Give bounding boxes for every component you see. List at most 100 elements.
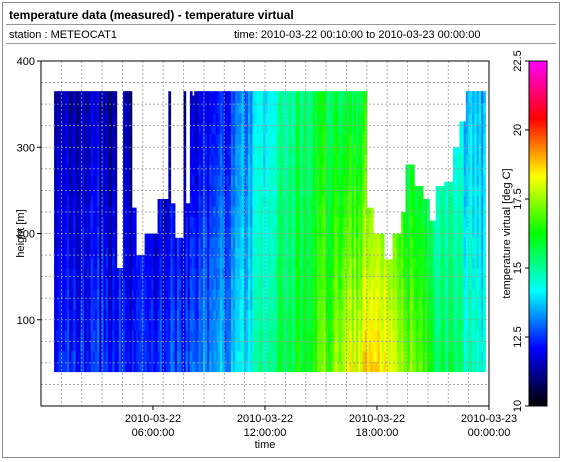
heatmap-cell [429,257,432,269]
heatmap-cell [183,226,187,238]
heatmap-cell [282,268,286,279]
heatmap-cell [297,154,301,166]
heatmap-cell [383,299,387,310]
heatmap-cell [321,361,325,373]
heatmap-cell [235,123,238,135]
heatmap-cell [362,195,366,207]
heatmap-cell [129,319,133,331]
heatmap-cell [168,195,172,207]
heatmap-cell [474,299,478,310]
heatmap-cell [110,299,113,310]
heatmap-cell [213,123,217,135]
heatmap-cell [284,112,288,124]
heatmap-cell [181,257,185,269]
heatmap-cell [118,340,122,352]
heatmap-cell [54,247,57,259]
heatmap-cell [399,233,402,238]
x-tick-label-time: 12:00:00 [244,427,287,439]
heatmap-cell [476,92,480,103]
heatmap-cell [192,226,195,238]
heatmap-cell [90,174,94,186]
heatmap-cell [302,299,305,310]
heatmap-cell [472,288,476,300]
heatmap-cell [192,299,195,310]
heatmap-cell [159,268,163,279]
heatmap-cell [280,350,284,362]
heatmap-cell [399,309,402,321]
heatmap-cell [99,288,103,300]
heatmap-cell [375,288,379,300]
heatmap-cell [192,288,195,300]
heatmap-cell [192,195,195,207]
heatmap-cell [280,247,284,259]
heatmap-cell [250,309,254,321]
heatmap-cell [476,102,480,114]
heatmap-cell [416,195,420,207]
heatmap-cell [364,330,368,342]
heatmap-cell [427,257,430,269]
heatmap-cell [168,143,172,155]
heatmap-cell [64,330,68,342]
heatmap-cell [228,288,232,300]
heatmap-cell [312,92,316,103]
heatmap-cell [233,361,236,373]
heatmap-cell [476,154,480,166]
heatmap-cell [79,361,83,373]
heatmap-cell [474,112,478,124]
heatmap-cell [336,91,340,93]
heatmap-cell [379,233,383,238]
heatmap-cell [101,268,105,279]
heatmap-cell [69,268,72,279]
heatmap-cell [420,350,424,362]
heatmap-cell [235,288,238,300]
heatmap-cell [56,309,59,321]
heatmap-cell [77,309,81,321]
heatmap-cell [220,205,223,217]
heatmap-cell [261,92,264,103]
heatmap-cell [222,164,225,176]
heatmap-cell [327,268,331,279]
heatmap-cell [304,226,307,238]
heatmap-cell [228,330,232,342]
heatmap-cell [267,226,271,238]
heatmap-cell [338,112,342,124]
heatmap-cell [250,174,254,186]
heatmap-cell [342,216,346,228]
heatmap-cell [58,143,62,155]
heatmap-cell [112,361,116,373]
heatmap-cell [131,299,135,310]
heatmap-cell [306,319,310,331]
heatmap-cell [60,299,64,310]
heatmap-cell [114,123,118,135]
heatmap-cell [230,268,234,279]
heatmap-cell [226,309,230,321]
heatmap-cell [302,92,305,103]
heatmap-cell [241,174,245,186]
heatmap-cell [349,112,353,124]
heatmap-cell [474,257,478,269]
heatmap-cell [202,299,206,310]
heatmap-cell [116,340,120,352]
heatmap-cell [67,278,70,290]
heatmap-cell [334,92,338,103]
heatmap-cell [261,133,264,145]
heatmap-cell [243,164,247,176]
heatmap-cell [241,164,245,176]
heatmap-cell [457,340,460,352]
heatmap-cell [364,91,368,93]
heatmap-cell [465,299,469,310]
heatmap-cell [411,350,415,362]
heatmap-cell [362,92,366,103]
heatmap-cell [54,361,57,373]
heatmap-cell [345,299,348,310]
heatmap-cell [170,247,174,259]
heatmap-cell [317,350,320,362]
heatmap-cell [77,330,81,342]
heatmap-cell [200,92,204,103]
heatmap-cell [224,226,228,238]
heatmap-cell [213,174,217,186]
heatmap-cell [56,133,59,145]
heatmap-cell [204,226,208,238]
heatmap-cell [388,309,392,321]
heatmap-cell [103,205,107,217]
